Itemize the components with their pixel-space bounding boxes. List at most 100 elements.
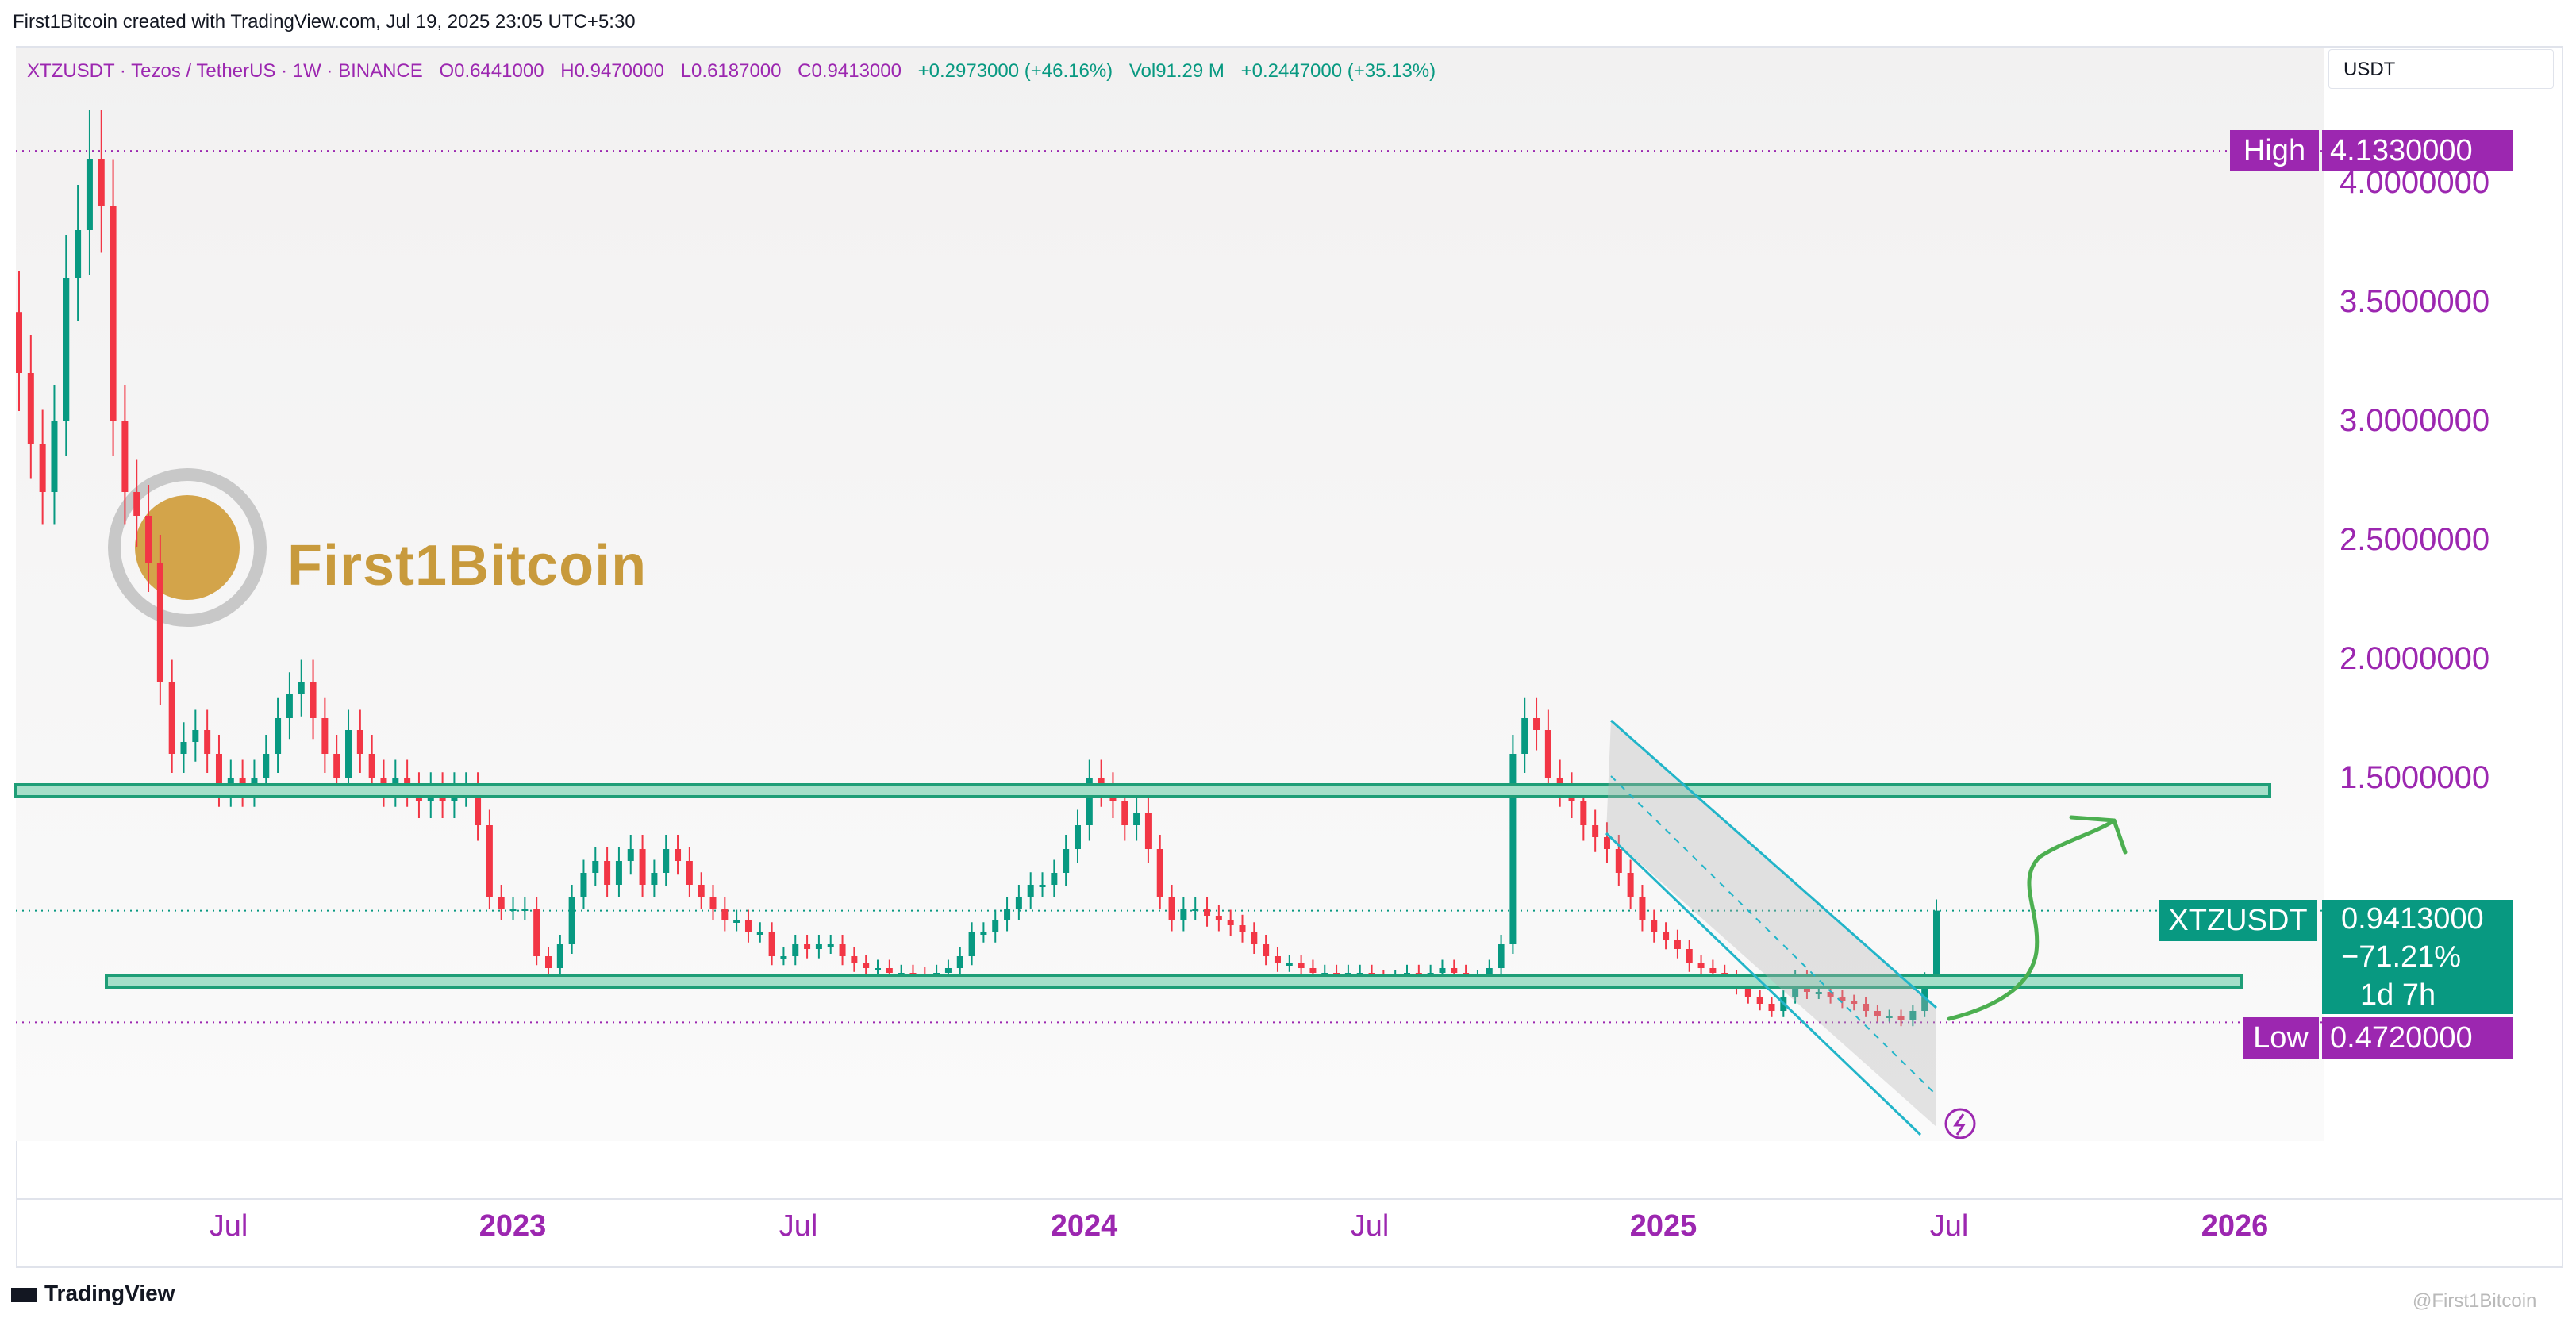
y-tick-label: 3.5000000 — [2340, 284, 2490, 319]
candle-body — [556, 944, 563, 968]
candle-body — [1251, 932, 1258, 944]
candle-body — [1744, 987, 1751, 997]
candle-body — [1663, 932, 1670, 940]
candle-body — [651, 873, 658, 885]
projection-arrow — [1947, 818, 2117, 1021]
candle-body — [204, 730, 211, 754]
high-value-tag: 4.1330000 — [2322, 130, 2513, 171]
low-label-tag: Low — [2243, 1017, 2319, 1059]
candle-body — [286, 694, 293, 718]
x-tick-label: Jul — [1350, 1209, 1390, 1243]
symbol-legend: XTZUSDT · Tezos / TetherUS · 1W · BINANC… — [27, 60, 1447, 83]
y-tick-label: 2.0000000 — [2340, 641, 2490, 676]
legend-symbol[interactable]: XTZUSDT · Tezos / TetherUS · 1W · BINANC… — [27, 60, 423, 82]
x-tick-label: Jul — [1929, 1209, 1969, 1243]
candle-body — [709, 897, 717, 909]
channel-upper-line — [1610, 719, 1937, 1009]
candle-body — [1015, 897, 1022, 909]
tradingview-brand[interactable]: TradingView — [11, 1281, 175, 1306]
flash-icon — [1944, 1108, 1976, 1139]
candle-body — [721, 909, 729, 920]
candle-body — [27, 373, 34, 444]
candle-body — [1768, 1004, 1775, 1011]
candle-body — [1651, 920, 1658, 932]
legend-close: C0.9413000 — [798, 60, 902, 82]
candle-body — [333, 754, 340, 778]
time-axis-line — [16, 1198, 2563, 1200]
candle-body — [215, 754, 222, 790]
candle-body — [1039, 885, 1046, 887]
candle-body — [121, 421, 129, 492]
candle-body — [804, 944, 811, 949]
symbol-tag: XTZUSDT — [2159, 900, 2317, 941]
low-value-tag: 0.4720000 — [2322, 1017, 2513, 1059]
candle-body — [1921, 980, 1928, 1011]
candle-body — [1309, 968, 1317, 973]
candle-body — [1863, 1004, 1870, 1011]
candle-body — [544, 956, 552, 968]
candle-body — [180, 742, 187, 754]
candle-body — [733, 920, 740, 923]
candle-body — [156, 563, 163, 682]
candle-body — [521, 909, 529, 911]
candle-body — [886, 968, 893, 973]
candle-body — [1027, 885, 1034, 897]
legend-volume: Vol91.29 M — [1128, 60, 1225, 82]
candle-body — [675, 849, 682, 861]
candle-body — [486, 825, 493, 897]
candle-body — [1298, 963, 1305, 968]
candle-body — [839, 944, 846, 956]
candle-body — [956, 956, 963, 968]
channel-fill — [1606, 721, 1936, 1127]
candle-body — [863, 963, 870, 968]
candle-body — [1709, 968, 1717, 973]
bar-countdown: 1d 7h — [2360, 978, 2436, 1012]
candle-body — [110, 206, 117, 421]
candle-body — [875, 968, 882, 970]
created-by-caption: First1Bitcoin created with TradingView.c… — [13, 11, 636, 33]
candle-body — [1486, 968, 1493, 978]
candle-body — [321, 718, 329, 754]
support-zone — [105, 974, 2243, 989]
candle-body — [1204, 909, 1211, 916]
candle-body — [275, 718, 282, 754]
watermark-logo-icon — [108, 468, 267, 627]
candle-body — [780, 956, 787, 959]
candle-body — [63, 278, 70, 421]
candle-body — [1909, 1011, 1917, 1020]
candle-body — [756, 932, 763, 935]
candle-body — [1933, 910, 1940, 980]
candle-body — [992, 920, 999, 932]
flash-icon-bolt — [1953, 1113, 1966, 1136]
candle-body — [1180, 909, 1187, 920]
candle-body — [1192, 909, 1199, 911]
candle-body — [615, 861, 622, 885]
candle-body — [1627, 873, 1634, 897]
channel-lower-line — [1605, 832, 1922, 1136]
watermark-logo-text: First1Bitcoin — [287, 534, 648, 598]
candle-body — [592, 861, 599, 873]
candle-body — [298, 682, 305, 694]
candle-body — [16, 312, 22, 373]
candle-body — [1286, 963, 1293, 966]
candle-body — [1156, 849, 1163, 897]
candle-body — [1263, 944, 1270, 956]
candle-body — [1004, 909, 1011, 920]
candle-body — [1521, 718, 1528, 754]
candle-body — [1239, 925, 1246, 932]
tradingview-brand-label: TradingView — [44, 1281, 175, 1305]
currency-button[interactable]: USDT — [2328, 49, 2554, 89]
candle-body — [1144, 813, 1152, 849]
candle-body — [133, 492, 140, 516]
candle-body — [1215, 916, 1222, 920]
candle-body — [580, 873, 587, 897]
candle-body — [1886, 1016, 1893, 1018]
legend-volume-change: +0.2447000 (+35.13%) — [1240, 60, 1436, 82]
candle-body — [851, 956, 858, 963]
candle-body — [792, 944, 799, 956]
candle-body — [1533, 718, 1540, 730]
candle-body — [475, 790, 482, 825]
candle-body — [1274, 956, 1281, 963]
candle-body — [1874, 1011, 1881, 1016]
